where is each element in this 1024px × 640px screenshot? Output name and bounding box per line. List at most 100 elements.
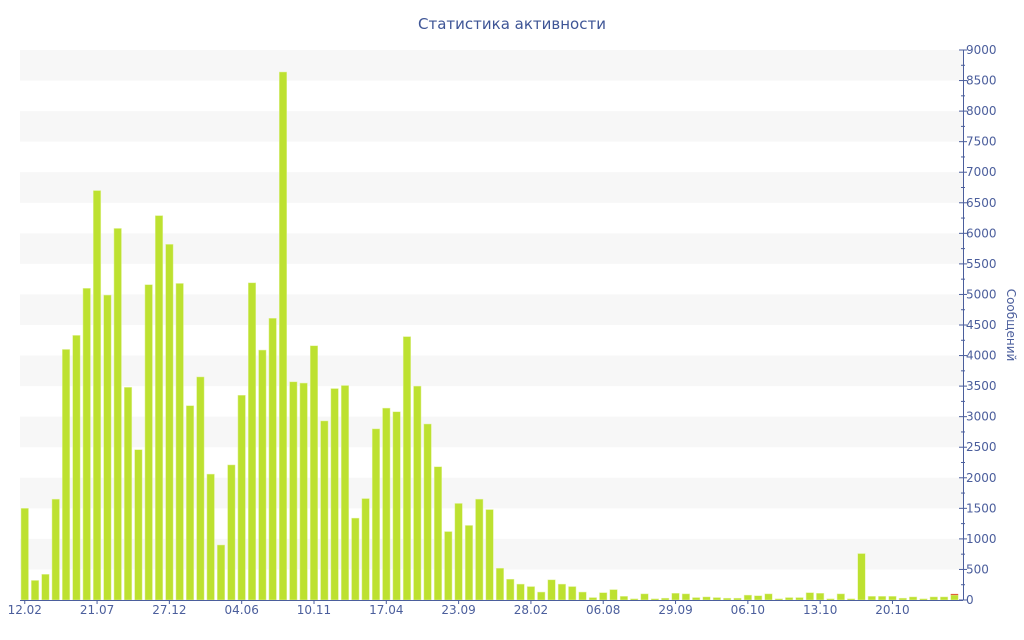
bar — [506, 578, 515, 601]
bar — [785, 597, 794, 601]
bar — [72, 335, 81, 601]
x-tick-label: 21.07 — [80, 603, 114, 617]
x-tick-label: 17.04 — [369, 603, 403, 617]
y-tick-label: 5000 — [966, 287, 997, 301]
bar — [630, 598, 639, 601]
bar — [475, 498, 484, 601]
bar — [196, 376, 205, 601]
bar — [186, 405, 195, 601]
bar — [41, 574, 50, 601]
bar — [836, 593, 845, 601]
bar — [774, 598, 783, 601]
bar — [165, 244, 174, 601]
bar — [537, 591, 546, 601]
y-tick-label: 3000 — [966, 410, 997, 424]
bar — [340, 385, 349, 601]
bar — [361, 498, 370, 601]
bar — [950, 594, 959, 601]
bar — [712, 597, 721, 601]
bar — [124, 387, 133, 601]
bar — [940, 596, 949, 601]
bar — [661, 597, 670, 601]
x-tick-label: 13.10 — [803, 603, 837, 617]
bar — [723, 597, 732, 601]
bar — [268, 318, 277, 601]
bar — [671, 593, 680, 601]
bar-highlight — [950, 593, 959, 596]
x-tick-label: 20.10 — [875, 603, 909, 617]
bar — [733, 597, 742, 601]
bar — [764, 593, 773, 601]
y-tick-label: 7500 — [966, 135, 997, 149]
x-tick-label: 29.09 — [658, 603, 692, 617]
grid-band — [20, 172, 963, 203]
y-tick-label: 9000 — [966, 43, 997, 57]
bar — [258, 349, 267, 601]
bar — [113, 228, 122, 601]
bar — [599, 592, 608, 601]
bar — [898, 597, 907, 601]
bar — [320, 420, 329, 601]
bar — [371, 428, 380, 601]
grid-band — [20, 50, 963, 81]
bar — [155, 215, 164, 601]
x-tick-label: 23.09 — [441, 603, 475, 617]
x-tick-label: 27.12 — [152, 603, 186, 617]
bar — [588, 597, 597, 601]
chart-title: Статистика активности — [418, 15, 606, 33]
bar — [909, 596, 918, 601]
bar — [299, 382, 308, 601]
bar — [754, 595, 763, 601]
bar — [857, 553, 866, 601]
bar — [485, 509, 494, 601]
y-tick-label: 4500 — [966, 318, 997, 332]
bar — [743, 594, 752, 601]
x-tick-label: 06.08 — [586, 603, 620, 617]
grid-band — [20, 111, 963, 142]
bar — [413, 385, 422, 601]
y-tick-label: 4000 — [966, 349, 997, 363]
bar — [31, 580, 40, 601]
y-tick-label: 3500 — [966, 379, 997, 393]
y-tick-label: 2500 — [966, 440, 997, 454]
y-axis-label: Сообщений — [1004, 289, 1018, 362]
bar — [309, 345, 318, 601]
y-tick-label: 2000 — [966, 471, 997, 485]
bar — [62, 349, 71, 601]
bar — [495, 567, 504, 601]
grid-band — [20, 233, 963, 264]
bar — [692, 597, 701, 601]
bar — [402, 336, 411, 601]
bar — [82, 288, 91, 601]
bar — [227, 464, 236, 601]
x-tick-label: 28.02 — [514, 603, 548, 617]
y-tick-label: 1500 — [966, 501, 997, 515]
bar — [650, 598, 659, 601]
y-tick-label: 8500 — [966, 74, 997, 88]
y-tick-label: 7000 — [966, 165, 997, 179]
y-tick-label: 1000 — [966, 532, 997, 546]
bar — [557, 583, 566, 601]
bar — [330, 388, 339, 601]
bar — [175, 283, 184, 601]
bar — [134, 449, 143, 601]
bar — [217, 544, 226, 601]
y-tick-label: 0 — [966, 593, 974, 607]
bar — [93, 190, 102, 601]
bar — [919, 598, 928, 601]
bar — [351, 517, 360, 601]
bar — [568, 586, 577, 601]
bar — [144, 284, 153, 601]
bar — [279, 71, 287, 601]
bar — [619, 596, 628, 601]
y-tick-label: 8000 — [966, 104, 997, 118]
bar — [867, 596, 876, 601]
bar — [289, 381, 298, 601]
bar — [702, 596, 711, 601]
bar — [206, 473, 215, 601]
bar — [103, 294, 112, 601]
x-tick-label: 12.02 — [8, 603, 42, 617]
bar — [826, 598, 835, 601]
y-tick-label: 500 — [966, 562, 989, 576]
